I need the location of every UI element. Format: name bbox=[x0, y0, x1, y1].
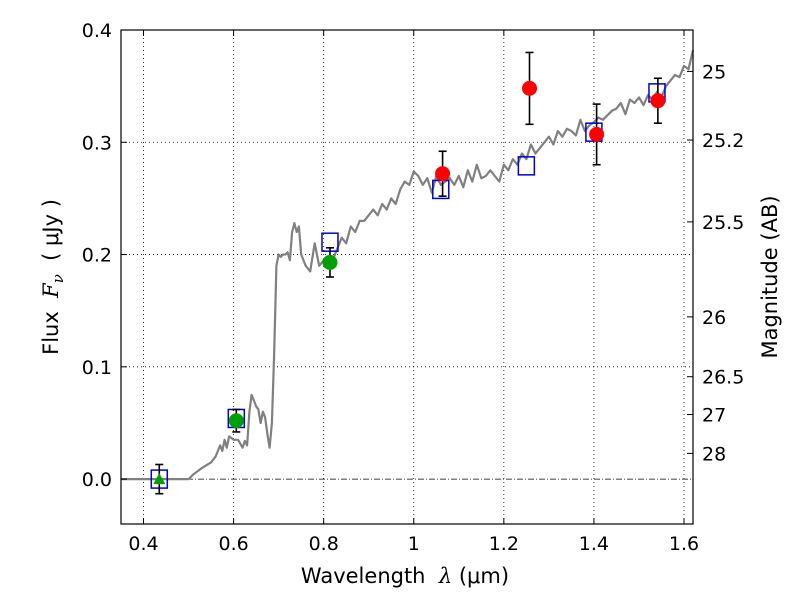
marker-layer bbox=[150, 51, 666, 495]
y-axis-label: Flux Fν ( μJy ) bbox=[39, 199, 67, 355]
x-tick-label: 1 bbox=[408, 533, 420, 555]
x-axis-symbol: λ bbox=[438, 564, 452, 588]
y-axis-subscript: ν bbox=[49, 274, 67, 283]
right-tick-label: 25.2 bbox=[702, 130, 744, 152]
model-spectrum-line bbox=[121, 49, 695, 481]
x-tick-label: 0.4 bbox=[128, 533, 158, 555]
y-tick-label: 0.3 bbox=[82, 132, 112, 154]
x-tick-label: 0.6 bbox=[218, 533, 248, 555]
y-axis-symbol: F bbox=[39, 282, 63, 299]
y-tick-label: 0.4 bbox=[82, 20, 112, 42]
right-tick-label: 28 bbox=[702, 443, 726, 465]
right-tick-label: 26.5 bbox=[702, 367, 744, 389]
observed-point bbox=[435, 166, 451, 182]
plot-background bbox=[121, 30, 693, 524]
x-axis-label: Wavelength λ (μm) bbox=[301, 564, 509, 588]
observed-point bbox=[228, 413, 244, 429]
plot-area bbox=[121, 30, 693, 524]
right-axis-label: Magnitude (AB) bbox=[758, 195, 782, 358]
x-tick-label: 1.2 bbox=[489, 533, 519, 555]
observed-limit-triangle bbox=[153, 473, 166, 485]
y-tick-label: 0.2 bbox=[82, 245, 112, 267]
observed-point bbox=[322, 254, 338, 270]
y-tick-label: 0.1 bbox=[82, 357, 112, 379]
axes: 0.4 0.6 0.8 1 1.2 1.4 1.6 0.0 0.1 0.2 0.3 0.4 25 25.2… bbox=[82, 20, 745, 555]
x-tick-label: 1.6 bbox=[669, 533, 699, 555]
right-tick-label: 25 bbox=[702, 61, 726, 83]
right-tick-label: 27 bbox=[702, 405, 726, 427]
observed-point bbox=[522, 80, 538, 96]
model-photometry-square bbox=[517, 156, 536, 176]
right-tick-label: 25.5 bbox=[702, 212, 744, 234]
axes-frame bbox=[120, 29, 694, 525]
x-tick-label: 0.8 bbox=[309, 533, 339, 555]
observed-point bbox=[589, 126, 605, 142]
right-tick-label: 26 bbox=[702, 307, 726, 329]
model-spectrum-layer bbox=[121, 49, 695, 481]
x-tick-label: 1.4 bbox=[579, 533, 609, 555]
y-tick-label: 0.0 bbox=[82, 469, 112, 491]
observed-point bbox=[650, 93, 666, 109]
